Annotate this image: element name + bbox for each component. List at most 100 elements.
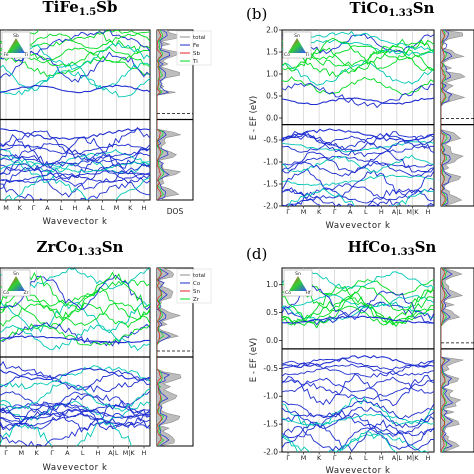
dos-other	[157, 30, 163, 200]
conduction-band	[0, 324, 150, 351]
band-plot-area	[281, 29, 435, 207]
y-tick-label: -0.5	[263, 364, 278, 373]
valence-band	[282, 410, 434, 438]
valence-band	[282, 373, 434, 407]
panel-d: HfCo1.33Sn(d)1.00.50.0-0.5-1.0-1.5-2.0E …	[246, 238, 474, 474]
triangle-shape	[7, 38, 25, 53]
x-tick-label: K	[18, 204, 23, 212]
y-axis-label: E - EF (eV)	[249, 96, 259, 140]
triangle-label-right: Hf	[306, 290, 311, 296]
y-tick-label: -0.5	[263, 136, 278, 145]
valence-band	[282, 430, 434, 452]
y-tick-label: -2.0	[263, 202, 278, 211]
x-tick-label: K	[317, 454, 322, 462]
conduction-band	[0, 70, 150, 98]
x-tick-label: L	[364, 454, 368, 462]
dos-axis-label: DOS	[167, 207, 184, 216]
valence-band	[282, 400, 434, 420]
valence-band	[0, 166, 150, 198]
x-tick-label: H	[379, 208, 384, 216]
conduction-band-minimum	[282, 97, 434, 106]
panel-title: TiCo1.33Sn	[350, 0, 435, 19]
y-tick-label: 0.5	[266, 308, 278, 317]
valence-band	[282, 430, 398, 452]
conduction-band	[0, 300, 150, 334]
valence-band	[0, 421, 133, 446]
conduction-band	[282, 300, 434, 323]
dos-main-group	[157, 30, 165, 200]
valence-band	[282, 419, 434, 452]
valence-band	[282, 187, 434, 206]
title-part: ZrCo	[37, 238, 78, 256]
triangle-label-top: Sn	[295, 271, 301, 277]
color-triangle: Sb Fe Ti	[1, 31, 31, 59]
triangle-label-left: Fe	[3, 52, 8, 58]
conduction-band	[282, 283, 434, 312]
valence-band	[288, 187, 434, 206]
dos-metal	[441, 30, 453, 206]
x-tick-label: L	[101, 204, 105, 212]
dos-other	[441, 30, 446, 206]
title-subscript: 1.33	[77, 247, 101, 258]
valence-band	[282, 379, 434, 400]
bands	[0, 268, 150, 446]
x-tick-label: A	[348, 454, 353, 462]
conduction-band	[0, 302, 150, 327]
title-part: TiFe	[43, 0, 79, 16]
valence-band	[282, 360, 434, 378]
x-tick-label: H	[96, 449, 101, 457]
color-triangle: Sn Co Zr	[1, 269, 31, 297]
y-axis-label: E - EF (eV)	[249, 338, 259, 382]
valence-band	[282, 195, 434, 206]
valence-band-maximum	[0, 127, 150, 140]
y-tick-label: 0.0	[266, 336, 278, 345]
valence-band-maximum	[282, 128, 434, 142]
dos-total	[157, 30, 182, 200]
valence-band	[282, 376, 434, 394]
valence-band	[0, 381, 150, 412]
title-part: HfCo	[348, 238, 391, 256]
valence-band	[282, 412, 434, 436]
y-tick-label: -1.5	[263, 420, 278, 429]
triangle-shape	[289, 276, 307, 291]
conduction-band	[282, 82, 434, 109]
valence-band	[282, 154, 434, 174]
y-tick-label: -1.0	[263, 158, 278, 167]
y-tick-label: 1.0	[266, 280, 278, 289]
valence-band	[0, 360, 150, 393]
x-tick-label: H	[73, 204, 78, 212]
triangle-label-left: Co	[3, 290, 9, 296]
legend-label: Zr	[193, 297, 200, 303]
x-tick-label: H	[142, 449, 147, 457]
conduction-band	[282, 305, 434, 326]
y-tick-label: -2.0	[263, 448, 278, 457]
valence-band	[282, 150, 434, 174]
dos-main-group	[157, 268, 164, 446]
triangle-label-right: Ti	[23, 52, 28, 58]
valence-band	[0, 390, 150, 410]
x-tick-label: A	[87, 204, 92, 212]
y-tick-label: -1.0	[263, 392, 278, 401]
x-tick-label: M	[19, 449, 25, 457]
x-tick-label: L	[81, 449, 85, 457]
y-tick-label: 1.0	[266, 70, 278, 79]
x-tick-label: H	[142, 204, 147, 212]
panel-label: (b)	[246, 5, 267, 23]
x-tick-label: M	[301, 208, 307, 216]
valence-band	[282, 406, 434, 429]
x-tick-label: A|L	[392, 208, 403, 216]
valence-band	[0, 170, 150, 184]
triangle-shape	[288, 38, 306, 53]
valence-band	[0, 369, 150, 391]
valence-band	[0, 151, 150, 167]
y-tick-label: 0.5	[266, 92, 278, 101]
x-tick-label: M|K	[406, 454, 419, 462]
triangle-label-right: Zr	[24, 290, 29, 296]
title-subscript: 1.5	[79, 7, 96, 18]
conduction-band-minimum	[0, 84, 150, 94]
dos-metal	[157, 30, 171, 200]
valence-band	[0, 148, 150, 174]
x-tick-label: Γ	[50, 449, 54, 457]
